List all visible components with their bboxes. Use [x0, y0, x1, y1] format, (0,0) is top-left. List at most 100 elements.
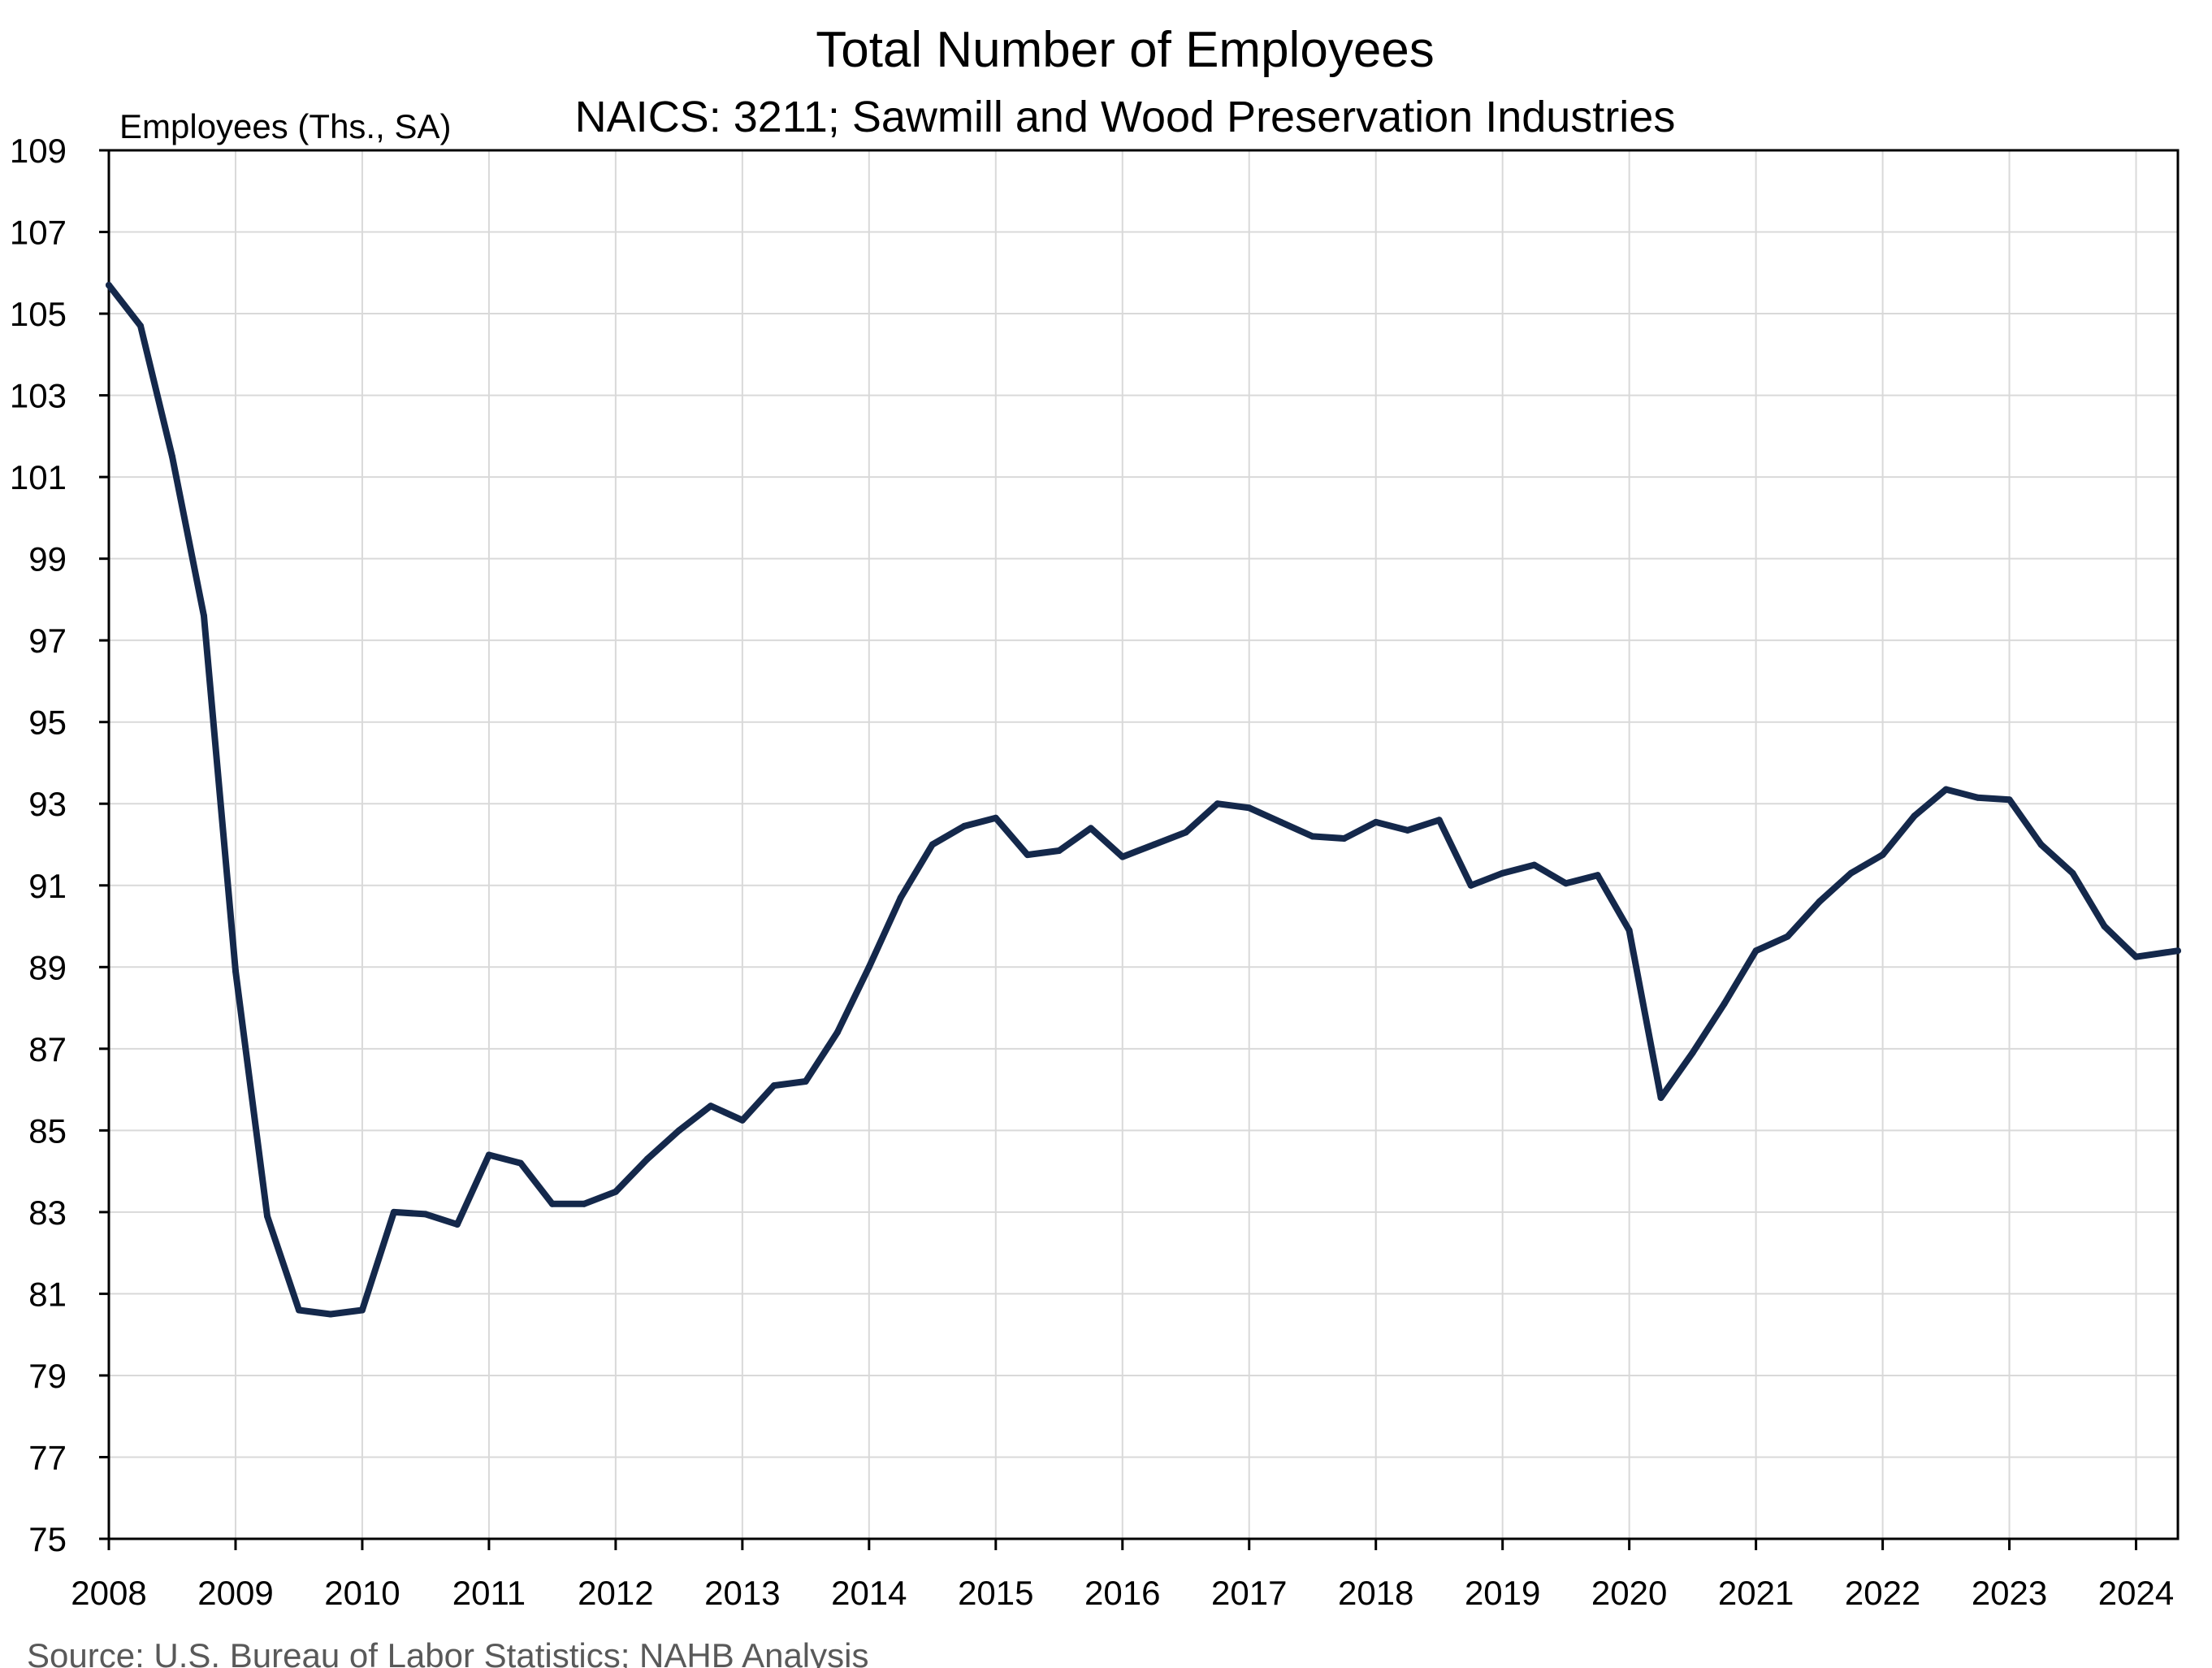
y-tick-label: 85 — [28, 1111, 67, 1150]
data-point — [770, 1082, 777, 1090]
data-point — [1911, 812, 1918, 820]
y-tick-label: 89 — [28, 948, 67, 986]
data-point — [1150, 841, 1158, 848]
data-point — [548, 1200, 556, 1207]
data-point — [390, 1208, 397, 1215]
y-tick-label: 99 — [28, 540, 67, 578]
data-point — [675, 1127, 682, 1134]
data-point — [1119, 853, 1126, 860]
chart-title: Total Number of Employees — [816, 22, 1435, 78]
y-tick-label: 103 — [10, 377, 67, 415]
x-tick-label: 2011 — [452, 1574, 526, 1612]
x-tick-label: 2019 — [1465, 1574, 1540, 1612]
data-point — [1467, 882, 1474, 889]
series-line — [106, 281, 2181, 1318]
data-point — [897, 894, 904, 901]
data-point — [1879, 851, 1886, 859]
data-point — [929, 841, 936, 848]
x-tick-label: 2015 — [958, 1574, 1033, 1612]
data-point — [707, 1103, 714, 1110]
data-point — [2037, 841, 2045, 848]
data-point — [1372, 818, 1379, 825]
x-tick-label: 2022 — [1845, 1574, 1920, 1612]
x-tick-label: 2012 — [578, 1574, 653, 1612]
data-point — [358, 1306, 366, 1314]
y-tick-label: 107 — [10, 214, 67, 252]
chart-subtitle: NAICS: 3211; Sawmill and Wood Preservati… — [575, 93, 1676, 141]
y-tick-label: 101 — [10, 458, 67, 496]
x-tick-label: 2023 — [1972, 1574, 2047, 1612]
data-point — [485, 1151, 492, 1159]
data-point — [2069, 869, 2076, 877]
data-point — [137, 323, 144, 330]
data-point — [1752, 947, 1760, 955]
x-tick-label: 2009 — [197, 1574, 273, 1612]
data-point — [1657, 1094, 1664, 1102]
x-tick-label: 2013 — [704, 1574, 780, 1612]
y-tick-label: 109 — [10, 132, 67, 170]
data-point — [643, 1155, 651, 1163]
data-point — [1087, 825, 1094, 832]
x-tick-label: 2017 — [1211, 1574, 1287, 1612]
data-point — [1784, 933, 1791, 940]
x-tick-label: 2020 — [1591, 1574, 1667, 1612]
x-tick-label: 2008 — [71, 1574, 146, 1612]
data-point — [580, 1200, 587, 1207]
data-point — [1942, 786, 1950, 793]
data-point — [1594, 872, 1601, 879]
data-point — [1625, 927, 1633, 934]
data-point — [106, 281, 112, 288]
data-point — [1404, 826, 1411, 834]
data-point — [1055, 847, 1063, 854]
data-point — [802, 1078, 809, 1085]
y-tick-label: 91 — [28, 867, 67, 905]
y-tick-label: 105 — [10, 295, 67, 333]
data-point — [1309, 833, 1316, 840]
data-point — [1847, 869, 1855, 877]
data-point — [1721, 1000, 1728, 1007]
y-axis-tick-labels: 75 77 79 81 83 85 87 89 91 93 95 97 99 101 103 105 107 10… — [10, 132, 109, 1558]
source-note: Source: U.S. Bureau of Labor Statistics;… — [27, 1636, 868, 1668]
data-point — [1530, 861, 1538, 869]
data-point — [1816, 898, 1823, 905]
data-point — [169, 453, 175, 460]
x-tick-label: 2014 — [831, 1574, 907, 1612]
y-tick-label: 77 — [28, 1438, 67, 1476]
y-axis-label: Employees (Ths., SA) — [119, 107, 451, 145]
x-axis-tick-labels: 2008 2009 2010 2011 2012 2013 2014 2015 2016 2017… — [71, 1539, 2174, 1612]
data-point — [264, 1212, 271, 1220]
data-point — [960, 822, 967, 830]
data-point — [738, 1116, 746, 1124]
data-point — [865, 964, 872, 971]
data-point — [1214, 800, 1221, 808]
data-point — [1340, 835, 1348, 842]
grid-lines — [108, 149, 2178, 1540]
y-tick-label: 79 — [28, 1357, 67, 1395]
data-point — [2132, 953, 2140, 960]
plot-area-frame — [107, 149, 2180, 1540]
data-point — [1245, 804, 1253, 812]
y-tick-label: 87 — [28, 1030, 67, 1068]
y-tick-label: 81 — [28, 1275, 67, 1313]
data-point — [833, 1029, 841, 1036]
data-point — [612, 1188, 619, 1195]
data-point — [422, 1211, 429, 1218]
y-tick-label: 83 — [28, 1194, 67, 1232]
data-point — [1182, 829, 1189, 836]
data-point — [296, 1306, 302, 1314]
data-point — [1562, 880, 1569, 887]
data-point — [1024, 851, 1031, 859]
data-point — [232, 968, 239, 975]
data-points — [106, 281, 2181, 1318]
data-point — [2101, 923, 2108, 929]
x-tick-label: 2024 — [2098, 1574, 2174, 1612]
data-point — [1435, 817, 1443, 824]
y-tick-label: 75 — [28, 1520, 67, 1558]
data-point — [201, 613, 207, 619]
x-tick-label: 2018 — [1338, 1574, 1413, 1612]
data-point — [1974, 794, 1981, 801]
data-point — [327, 1311, 334, 1318]
data-point — [2175, 947, 2181, 955]
x-tick-label: 2010 — [324, 1574, 400, 1612]
